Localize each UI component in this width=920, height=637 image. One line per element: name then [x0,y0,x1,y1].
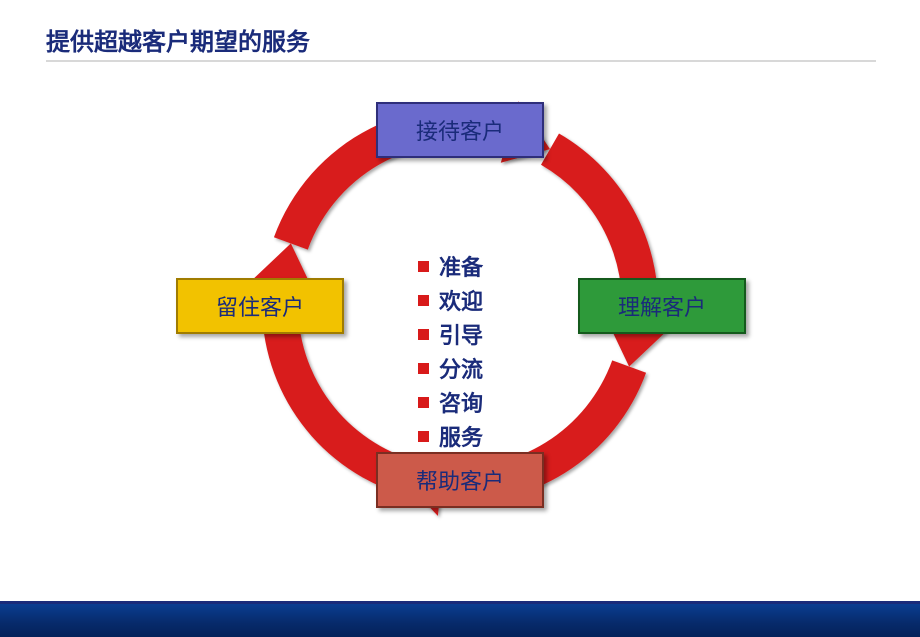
list-text: 分流 [439,352,483,384]
list-item: 准备 [418,250,483,282]
list-text: 欢迎 [439,284,483,316]
bullet-icon [418,261,429,272]
cycle-diagram: 接待客户 理解客户 帮助客户 留住客户 准备 欢迎 引导 分流 咨询 服务 [160,80,760,540]
node-receive-customer: 接待客户 [376,102,544,158]
node-label: 接待客户 [416,114,504,146]
bullet-icon [418,295,429,306]
list-item: 咨询 [418,386,483,418]
slide-title: 提供超越客户期望的服务 [46,22,310,57]
list-item: 引导 [418,318,483,350]
list-text: 服务 [439,420,483,452]
slide-footer [0,601,920,637]
title-underline [46,60,876,62]
node-retain-customer: 留住客户 [176,278,344,334]
bullet-icon [418,363,429,374]
node-label: 帮助客户 [416,464,504,496]
list-text: 引导 [439,318,483,350]
bullet-icon [418,397,429,408]
center-list: 准备 欢迎 引导 分流 咨询 服务 [418,250,483,452]
list-text: 咨询 [439,386,483,418]
list-item: 分流 [418,352,483,384]
list-text: 准备 [439,250,483,282]
bullet-icon [418,329,429,340]
list-item: 服务 [418,420,483,452]
node-understand-customer: 理解客户 [578,278,746,334]
list-item: 欢迎 [418,284,483,316]
footer-background [0,604,920,637]
node-label: 留住客户 [216,290,304,322]
node-help-customer: 帮助客户 [376,452,544,508]
node-label: 理解客户 [618,290,706,322]
bullet-icon [418,431,429,442]
